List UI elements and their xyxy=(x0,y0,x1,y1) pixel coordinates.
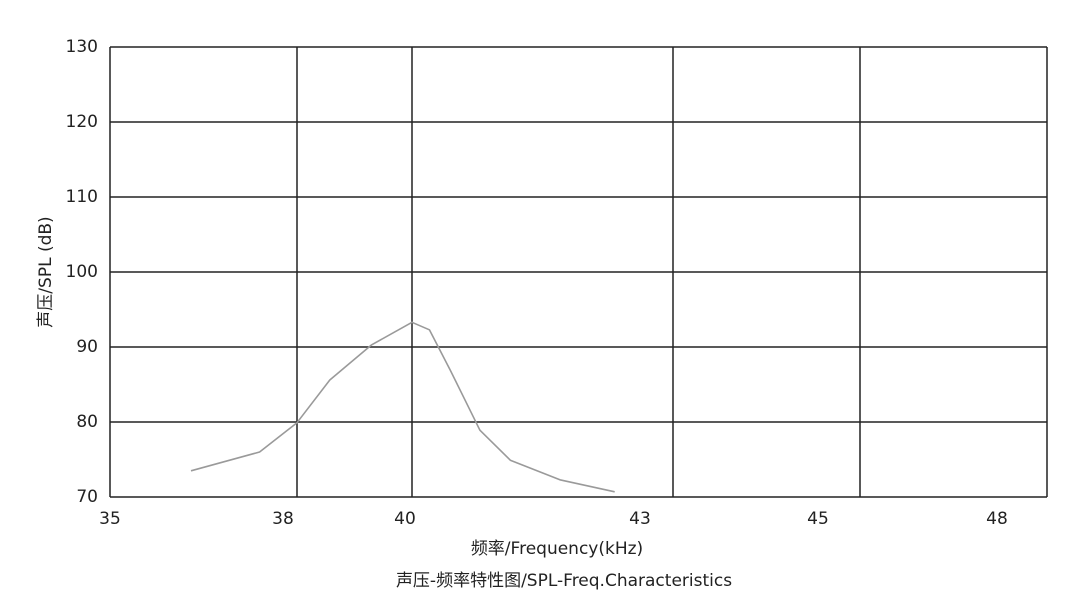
data-line xyxy=(190,321,615,493)
y-tick-label: 130 xyxy=(66,37,98,57)
y-tick-label: 70 xyxy=(76,487,98,507)
y-tick-label: 100 xyxy=(66,262,98,282)
x-axis-label: 频率/Frequency(kHz) xyxy=(471,539,643,559)
y-tick-label: 80 xyxy=(76,412,98,432)
y-tick-label: 90 xyxy=(76,337,98,357)
x-tick-label: 45 xyxy=(807,509,829,529)
x-tick-label: 40 xyxy=(394,509,416,529)
y-axis-label: 声压/SPL (dB) xyxy=(36,216,56,327)
y-tick-label: 110 xyxy=(66,187,98,207)
x-tick-label: 38 xyxy=(272,509,294,529)
x-tick-label: 43 xyxy=(629,509,651,529)
y-tick-label: 120 xyxy=(66,112,98,132)
x-tick-label: 48 xyxy=(986,509,1008,529)
chart-title: 声压-频率特性图/SPL-Freq.Characteristics xyxy=(396,571,732,591)
x-tick-label: 35 xyxy=(99,509,121,529)
